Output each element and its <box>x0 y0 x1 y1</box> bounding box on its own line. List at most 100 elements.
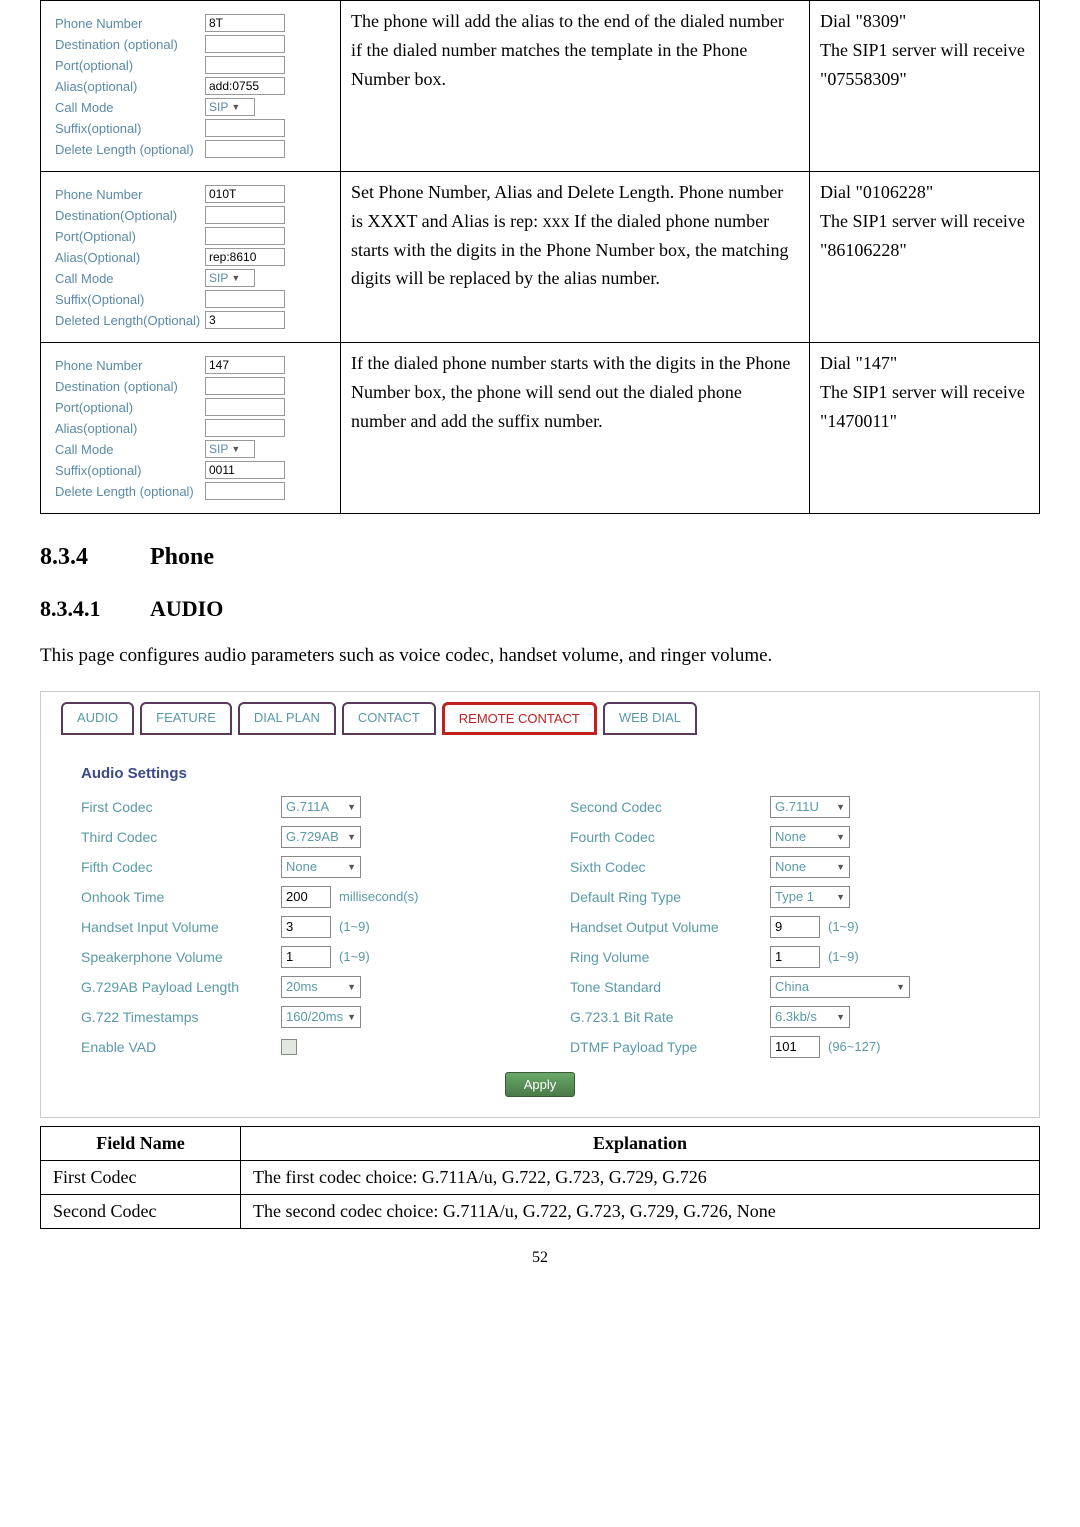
form-label: Alias(Optional) <box>55 250 205 265</box>
form-label: Delete Length (optional) <box>55 484 205 499</box>
form-label: Destination (optional) <box>55 379 205 394</box>
tab-bar: AUDIOFEATUREDIAL PLANCONTACTREMOTE CONTA… <box>41 692 1039 735</box>
form-label: Suffix(optional) <box>55 121 205 136</box>
form-input-alias[interactable] <box>205 77 285 95</box>
call-mode-select[interactable]: SIP <box>205 440 255 458</box>
form-input-dest[interactable] <box>205 377 285 395</box>
audio-select[interactable]: China <box>770 976 910 998</box>
form-label: Port(Optional) <box>55 229 205 244</box>
page-number: 52 <box>40 1249 1040 1267</box>
form-label: Phone Number <box>55 358 205 373</box>
explanation-header: Explanation <box>241 1126 1040 1160</box>
audio-select[interactable]: Type 1 <box>770 886 850 908</box>
form-input-delete[interactable] <box>205 482 285 500</box>
apply-button[interactable]: Apply <box>505 1072 576 1097</box>
audio-input[interactable] <box>281 916 331 938</box>
explanation-cell: The first codec choice: G.711A/u, G.722,… <box>241 1160 1040 1194</box>
audio-select[interactable]: 20ms <box>281 976 361 998</box>
audio-label: G.729AB Payload Length <box>81 979 281 995</box>
audio-label: Handset Input Volume <box>81 919 281 935</box>
audio-input[interactable] <box>770 946 820 968</box>
call-mode-select[interactable]: SIP <box>205 98 255 116</box>
form-label: Call Mode <box>55 442 205 457</box>
form-label: Call Mode <box>55 100 205 115</box>
hint-text: millisecond(s) <box>339 889 418 904</box>
audio-select[interactable]: None <box>770 826 850 848</box>
field-name-cell: First Codec <box>41 1160 241 1194</box>
explanation-cell: The second codec choice: G.711A/u, G.722… <box>241 1194 1040 1228</box>
form-input-port[interactable] <box>205 227 285 245</box>
audio-checkbox[interactable] <box>281 1039 297 1055</box>
call-mode-select[interactable]: SIP <box>205 269 255 287</box>
audio-label: Onhook Time <box>81 889 281 905</box>
description-cell: The phone will add the alias to the end … <box>341 1 810 172</box>
field-name-cell: Second Codec <box>41 1194 241 1228</box>
form-label: Port(optional) <box>55 400 205 415</box>
form-label: Suffix(Optional) <box>55 292 205 307</box>
tab-remote-contact[interactable]: REMOTE CONTACT <box>442 702 597 735</box>
form-label: Destination(Optional) <box>55 208 205 223</box>
audio-label: First Codec <box>81 799 281 815</box>
form-input-suffix[interactable] <box>205 119 285 137</box>
audio-input[interactable] <box>281 886 331 908</box>
result-cell: Dial "0106228"The SIP1 server will recei… <box>810 172 1040 343</box>
hint-text: (1~9) <box>339 949 370 964</box>
audio-input[interactable] <box>281 946 331 968</box>
dial-plan-examples-table: Phone Number Destination (optional) Port(o… <box>40 0 1040 514</box>
form-input-phone[interactable] <box>205 185 285 203</box>
form-input-alias[interactable] <box>205 248 285 266</box>
form-label: Destination (optional) <box>55 37 205 52</box>
form-label: Alias(optional) <box>55 421 205 436</box>
field-explanation-table: Field Name Explanation First CodecThe fi… <box>40 1126 1040 1229</box>
hint-text: (96~127) <box>828 1039 880 1054</box>
tab-feature[interactable]: FEATURE <box>140 702 232 735</box>
hint-text: (1~9) <box>339 919 370 934</box>
form-input-suffix[interactable] <box>205 290 285 308</box>
tab-web-dial[interactable]: WEB DIAL <box>603 702 697 735</box>
audio-select[interactable]: G.729AB <box>281 826 361 848</box>
subsection-heading: 8.3.4.1AUDIO <box>40 596 1040 622</box>
audio-input[interactable] <box>770 1036 820 1058</box>
form-input-alias[interactable] <box>205 419 285 437</box>
audio-settings-panel: AUDIOFEATUREDIAL PLANCONTACTREMOTE CONTA… <box>40 691 1040 1118</box>
form-input-port[interactable] <box>205 56 285 74</box>
audio-label: Handset Output Volume <box>570 919 770 935</box>
hint-text: (1~9) <box>828 919 859 934</box>
form-input-phone[interactable] <box>205 356 285 374</box>
tab-contact[interactable]: CONTACT <box>342 702 436 735</box>
audio-label: Fifth Codec <box>81 859 281 875</box>
audio-select[interactable]: None <box>770 856 850 878</box>
form-input-port[interactable] <box>205 398 285 416</box>
form-label: Delete Length (optional) <box>55 142 205 157</box>
audio-label: Enable VAD <box>81 1039 281 1055</box>
audio-label: Third Codec <box>81 829 281 845</box>
form-input-suffix[interactable] <box>205 461 285 479</box>
description-cell: If the dialed phone number starts with t… <box>341 343 810 514</box>
audio-select[interactable]: 6.3kb/s <box>770 1006 850 1028</box>
form-label: Phone Number <box>55 16 205 31</box>
audio-select[interactable]: G.711A <box>281 796 361 818</box>
form-label: Alias(optional) <box>55 79 205 94</box>
audio-label: Second Codec <box>570 799 770 815</box>
section-heading: 8.3.4Phone <box>40 544 1040 571</box>
audio-label: Fourth Codec <box>570 829 770 845</box>
tab-dial-plan[interactable]: DIAL PLAN <box>238 702 336 735</box>
audio-select[interactable]: G.711U <box>770 796 850 818</box>
audio-select[interactable]: None <box>281 856 361 878</box>
audio-select[interactable]: 160/20ms <box>281 1006 361 1028</box>
description-cell: Set Phone Number, Alias and Delete Lengt… <box>341 172 810 343</box>
audio-label: G.723.1 Bit Rate <box>570 1009 770 1025</box>
intro-text: This page configures audio parameters su… <box>40 642 1040 671</box>
hint-text: (1~9) <box>828 949 859 964</box>
audio-label: G.722 Timestamps <box>81 1009 281 1025</box>
form-input-dest[interactable] <box>205 35 285 53</box>
audio-input[interactable] <box>770 916 820 938</box>
form-input-dest[interactable] <box>205 206 285 224</box>
form-input-delete[interactable] <box>205 311 285 329</box>
form-input-delete[interactable] <box>205 140 285 158</box>
form-label: Deleted Length(Optional) <box>55 313 205 328</box>
tab-audio[interactable]: AUDIO <box>61 702 134 735</box>
form-label: Phone Number <box>55 187 205 202</box>
result-cell: Dial "147"The SIP1 server will receive "… <box>810 343 1040 514</box>
form-input-phone[interactable] <box>205 14 285 32</box>
